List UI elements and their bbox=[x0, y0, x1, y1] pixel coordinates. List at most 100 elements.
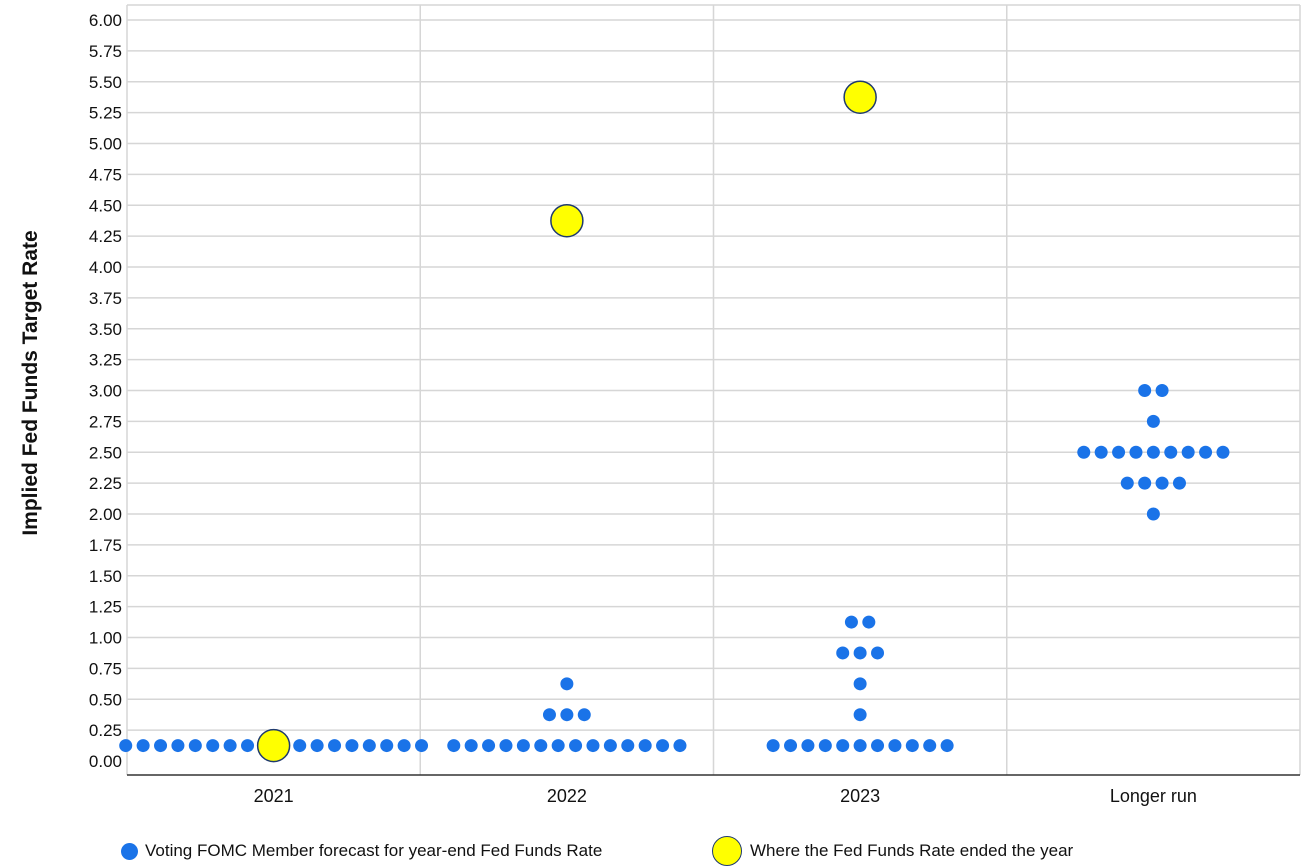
forecast-dot bbox=[223, 739, 237, 753]
y-tick-label: 3.50 bbox=[89, 320, 122, 339]
forecast-dot bbox=[188, 739, 202, 753]
forecast-dot bbox=[119, 739, 133, 753]
forecast-dot bbox=[586, 739, 600, 753]
x-tick-label: 2023 bbox=[840, 786, 880, 806]
y-tick-label: 3.25 bbox=[89, 351, 122, 370]
forecast-dot bbox=[1172, 476, 1186, 490]
forecast-dot bbox=[871, 739, 885, 753]
forecast-dot bbox=[464, 739, 478, 753]
forecast-dot bbox=[836, 739, 850, 753]
forecast-dot bbox=[766, 739, 780, 753]
legend-label-ended: Where the Fed Funds Rate ended the year bbox=[750, 841, 1074, 860]
forecast-dot bbox=[940, 739, 954, 753]
legend-item-ended: Where the Fed Funds Rate ended the year bbox=[712, 836, 1074, 866]
forecast-dot bbox=[380, 739, 394, 753]
forecast-dot bbox=[345, 739, 359, 753]
forecast-dot bbox=[516, 739, 530, 753]
forecast-dot bbox=[1199, 445, 1213, 459]
y-tick-label: 2.00 bbox=[89, 505, 122, 524]
forecast-dot bbox=[862, 615, 876, 629]
forecast-dot bbox=[1216, 445, 1230, 459]
y-tick-label: 5.00 bbox=[89, 135, 122, 154]
y-tick-label: 1.00 bbox=[89, 629, 122, 648]
forecast-dot bbox=[853, 708, 867, 722]
forecast-dot bbox=[154, 739, 168, 753]
forecast-dot bbox=[1129, 445, 1143, 459]
y-tick-label: 0.50 bbox=[89, 690, 122, 709]
forecast-dot bbox=[551, 739, 565, 753]
forecast-dot bbox=[542, 708, 556, 722]
forecast-dot bbox=[241, 739, 255, 753]
forecast-dot bbox=[784, 739, 798, 753]
y-tick-label: 4.75 bbox=[89, 165, 122, 184]
y-tick-label: 2.50 bbox=[89, 443, 122, 462]
x-tick-label: 2022 bbox=[547, 786, 587, 806]
y-tick-label: 1.25 bbox=[89, 598, 122, 617]
forecast-dot bbox=[560, 677, 574, 691]
forecast-dot bbox=[482, 739, 496, 753]
forecast-dot bbox=[853, 739, 867, 753]
forecast-dot bbox=[1155, 476, 1169, 490]
forecast-dot bbox=[136, 739, 150, 753]
forecast-dot bbox=[1146, 445, 1160, 459]
y-tick-label: 0.00 bbox=[89, 752, 122, 771]
forecast-dot bbox=[1181, 445, 1195, 459]
y-tick-label: 4.00 bbox=[89, 258, 122, 277]
forecast-dot bbox=[1120, 476, 1134, 490]
year-end-rate-marker bbox=[256, 728, 291, 763]
forecast-dot bbox=[362, 739, 376, 753]
forecast-dot bbox=[1138, 476, 1152, 490]
legend-item-forecast: Voting FOMC Member forecast for year-end… bbox=[121, 838, 602, 864]
y-tick-label: 1.50 bbox=[89, 567, 122, 586]
forecast-dot bbox=[1094, 445, 1108, 459]
forecast-dot bbox=[638, 739, 652, 753]
y-tick-label: 0.25 bbox=[89, 721, 122, 740]
legend-yellow-circle-icon bbox=[712, 836, 742, 866]
y-tick-label: 1.75 bbox=[89, 536, 122, 555]
y-axis-label: Implied Fed Funds Target Rate bbox=[19, 230, 42, 536]
forecast-dot bbox=[293, 739, 307, 753]
forecast-dot bbox=[801, 739, 815, 753]
forecast-dot bbox=[569, 739, 583, 753]
forecast-dot bbox=[673, 739, 687, 753]
forecast-dot bbox=[577, 708, 591, 722]
y-tick-label: 4.50 bbox=[89, 196, 122, 215]
legend-blue-dot-icon bbox=[121, 842, 138, 860]
forecast-dot bbox=[1155, 384, 1169, 397]
y-tick-label: 0.75 bbox=[89, 659, 122, 678]
forecast-dot bbox=[871, 646, 885, 660]
y-tick-label: 3.00 bbox=[89, 382, 122, 401]
forecast-dot bbox=[818, 739, 832, 753]
x-tick-label: Longer run bbox=[1110, 786, 1197, 806]
forecast-dot bbox=[923, 739, 937, 753]
forecast-dot bbox=[171, 739, 185, 753]
y-tick-label: 5.25 bbox=[89, 104, 122, 123]
forecast-dot bbox=[499, 739, 513, 753]
forecast-dot bbox=[560, 708, 574, 722]
y-tick-label: 5.75 bbox=[89, 42, 122, 61]
x-tick-label: 2021 bbox=[254, 786, 294, 806]
forecast-dot bbox=[853, 646, 867, 660]
year-end-rate-marker bbox=[550, 203, 584, 238]
forecast-dot bbox=[328, 739, 342, 753]
y-tick-label: 2.75 bbox=[89, 412, 122, 431]
forecast-dot bbox=[1146, 507, 1160, 521]
forecast-dot bbox=[1164, 445, 1178, 459]
forecast-dot bbox=[534, 739, 548, 753]
legend-label-forecast: Voting FOMC Member forecast for year-end… bbox=[145, 841, 603, 860]
forecast-dot bbox=[836, 646, 850, 660]
forecast-dot bbox=[415, 739, 429, 753]
y-tick-label: 2.25 bbox=[89, 474, 122, 493]
forecast-dot bbox=[397, 739, 411, 753]
forecast-dot bbox=[1138, 384, 1152, 397]
y-tick-label: 3.75 bbox=[89, 289, 122, 308]
forecast-dot bbox=[310, 739, 324, 753]
forecast-dot bbox=[621, 739, 635, 753]
year-end-rate-marker bbox=[843, 80, 877, 114]
y-tick-label: 5.50 bbox=[89, 73, 122, 92]
forecast-dot bbox=[905, 739, 919, 753]
forecast-dot bbox=[1077, 445, 1091, 459]
y-tick-label: 4.25 bbox=[89, 227, 122, 246]
forecast-dot bbox=[1146, 414, 1160, 428]
